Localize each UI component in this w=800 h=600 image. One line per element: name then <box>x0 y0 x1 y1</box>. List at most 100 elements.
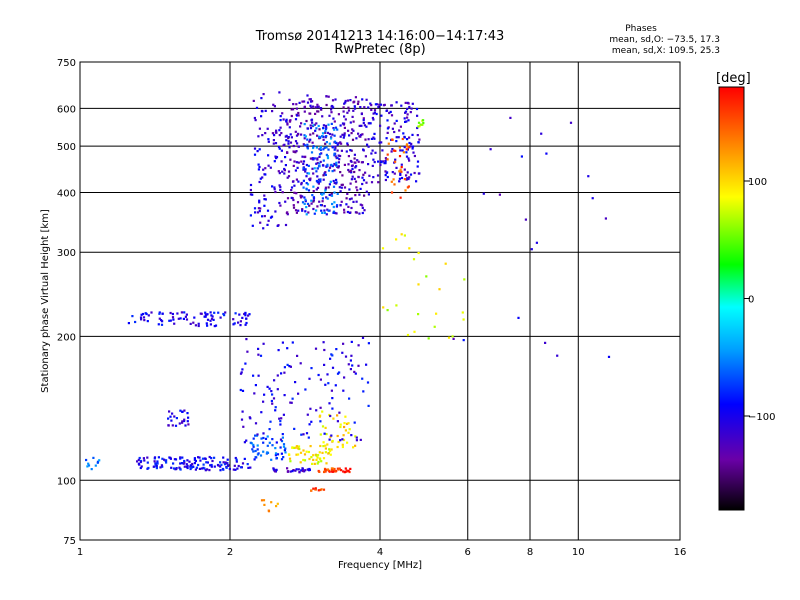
data-point <box>213 465 216 468</box>
data-point <box>373 137 376 140</box>
data-point <box>294 140 298 143</box>
data-point <box>257 374 260 377</box>
data-point <box>332 106 335 109</box>
data-point <box>288 453 291 456</box>
data-point <box>343 126 346 129</box>
data-point <box>384 174 387 177</box>
data-point <box>139 460 142 464</box>
data-point <box>339 124 342 127</box>
data-point <box>305 182 308 185</box>
data-point <box>274 447 277 450</box>
data-point <box>316 161 319 165</box>
data-point <box>341 445 344 449</box>
data-point <box>305 119 308 123</box>
data-point <box>306 94 309 97</box>
data-point <box>376 103 379 106</box>
data-point <box>254 456 257 459</box>
data-point <box>354 180 358 183</box>
data-point <box>411 133 414 136</box>
data-point <box>320 209 323 212</box>
data-point <box>330 122 333 125</box>
data-point <box>295 468 298 471</box>
data-point <box>334 147 337 150</box>
data-point <box>316 158 319 161</box>
data-point <box>280 132 283 135</box>
data-point <box>362 117 365 120</box>
data-point <box>342 438 346 442</box>
data-point <box>335 161 338 164</box>
data-point <box>176 312 179 315</box>
data-point <box>353 105 356 108</box>
data-point <box>355 186 358 189</box>
data-point <box>354 194 357 197</box>
colorbar-tick-label: −100 <box>748 412 775 423</box>
data-point <box>343 186 347 189</box>
data-point <box>365 190 368 193</box>
data-point <box>399 168 402 171</box>
data-point <box>384 170 387 173</box>
data-point <box>299 362 302 365</box>
data-point <box>297 133 300 136</box>
data-point <box>308 204 311 207</box>
data-point <box>274 470 277 473</box>
data-point <box>284 451 287 454</box>
data-point <box>367 106 370 109</box>
data-point <box>159 466 162 469</box>
data-point <box>87 462 90 465</box>
data-point <box>310 420 313 423</box>
data-point <box>395 166 398 169</box>
data-point <box>311 105 315 108</box>
data-point <box>319 180 322 183</box>
data-point <box>317 454 320 457</box>
data-point <box>256 444 259 447</box>
data-point <box>324 444 327 447</box>
data-point <box>299 125 302 128</box>
data-point <box>286 211 289 214</box>
data-point <box>324 142 327 145</box>
data-point <box>268 441 271 444</box>
data-point <box>298 101 301 104</box>
data-point <box>252 445 255 448</box>
data-point <box>254 422 258 425</box>
data-point <box>371 164 374 167</box>
data-point <box>343 115 346 118</box>
data-point <box>311 167 314 170</box>
phase-info-heading: Phases <box>625 24 657 34</box>
data-point <box>390 150 393 153</box>
data-point <box>185 318 189 321</box>
data-point <box>362 173 365 176</box>
data-point <box>357 132 360 135</box>
data-point <box>295 134 299 137</box>
data-point <box>309 177 312 180</box>
data-point <box>167 424 170 427</box>
data-point <box>323 363 326 366</box>
data-point <box>324 124 328 127</box>
data-point <box>337 165 340 168</box>
data-point <box>308 423 311 426</box>
data-point <box>321 193 324 196</box>
data-point <box>161 457 164 460</box>
data-point <box>347 155 350 158</box>
data-point <box>305 206 308 209</box>
data-point <box>405 151 408 154</box>
data-point <box>205 313 208 316</box>
data-point <box>517 316 520 319</box>
data-point <box>335 141 338 144</box>
data-point <box>406 113 409 116</box>
data-point <box>294 446 297 449</box>
data-point <box>408 141 411 145</box>
data-point <box>322 441 325 444</box>
data-point <box>263 393 266 396</box>
data-point <box>261 110 264 113</box>
data-point <box>322 178 325 181</box>
data-point <box>386 171 389 174</box>
data-point <box>408 159 411 162</box>
data-point <box>303 453 307 456</box>
data-point <box>94 464 97 467</box>
data-point <box>208 469 211 472</box>
data-point <box>374 151 377 154</box>
data-point <box>322 457 326 460</box>
data-point <box>280 417 283 420</box>
data-point <box>321 410 324 413</box>
